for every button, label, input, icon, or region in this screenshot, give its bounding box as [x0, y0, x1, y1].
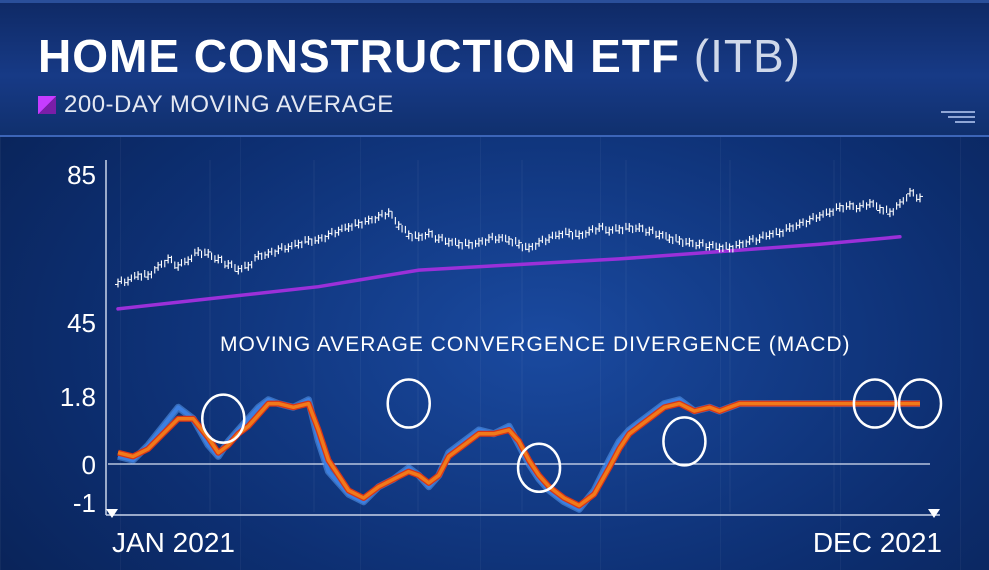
ma200-line: [116, 235, 902, 311]
y-tick-label: 85: [67, 160, 96, 190]
x-start-marker-icon: [106, 509, 118, 518]
legend-label: 200-DAY MOVING AVERAGE: [64, 91, 394, 118]
annotation-circle: [201, 393, 246, 444]
chart-title-text: HOME CONSTRUCTION ETF: [38, 30, 680, 82]
annotation-circle: [897, 378, 943, 429]
macd-y-tick-label: 0: [82, 450, 96, 480]
x-tick-label: DEC 2021: [813, 527, 942, 558]
x-end-marker-icon: [928, 509, 940, 518]
y-tick-label: 45: [67, 308, 96, 338]
ticker-label: (ITB): [693, 30, 801, 82]
annotation-circle: [516, 442, 562, 494]
annotation-circle: [852, 378, 898, 429]
macd-title: MOVING AVERAGE CONVERGENCE DIVERGENCE (M…: [220, 333, 851, 356]
chart-title: HOME CONSTRUCTION ETF (ITB): [38, 33, 801, 79]
legend-swatch-icon: [38, 96, 56, 114]
macd-y-tick-label: 1.8: [60, 382, 96, 412]
signal-line: [117, 401, 920, 508]
macd-y-tick-label: -1: [73, 488, 96, 518]
annotation-circle: [662, 416, 707, 467]
title-band: HOME CONSTRUCTION ETF (ITB) 200-DAY MOVI…: [0, 0, 989, 137]
decorative-lines-icon: [941, 111, 975, 131]
legend: 200-DAY MOVING AVERAGE: [38, 91, 394, 119]
signal-line-shadow: [117, 400, 920, 509]
x-tick-label: JAN 2021: [112, 527, 235, 558]
macd-line: [117, 397, 920, 512]
macd-blue-glow: [117, 396, 920, 513]
annotation-circle: [386, 378, 431, 429]
